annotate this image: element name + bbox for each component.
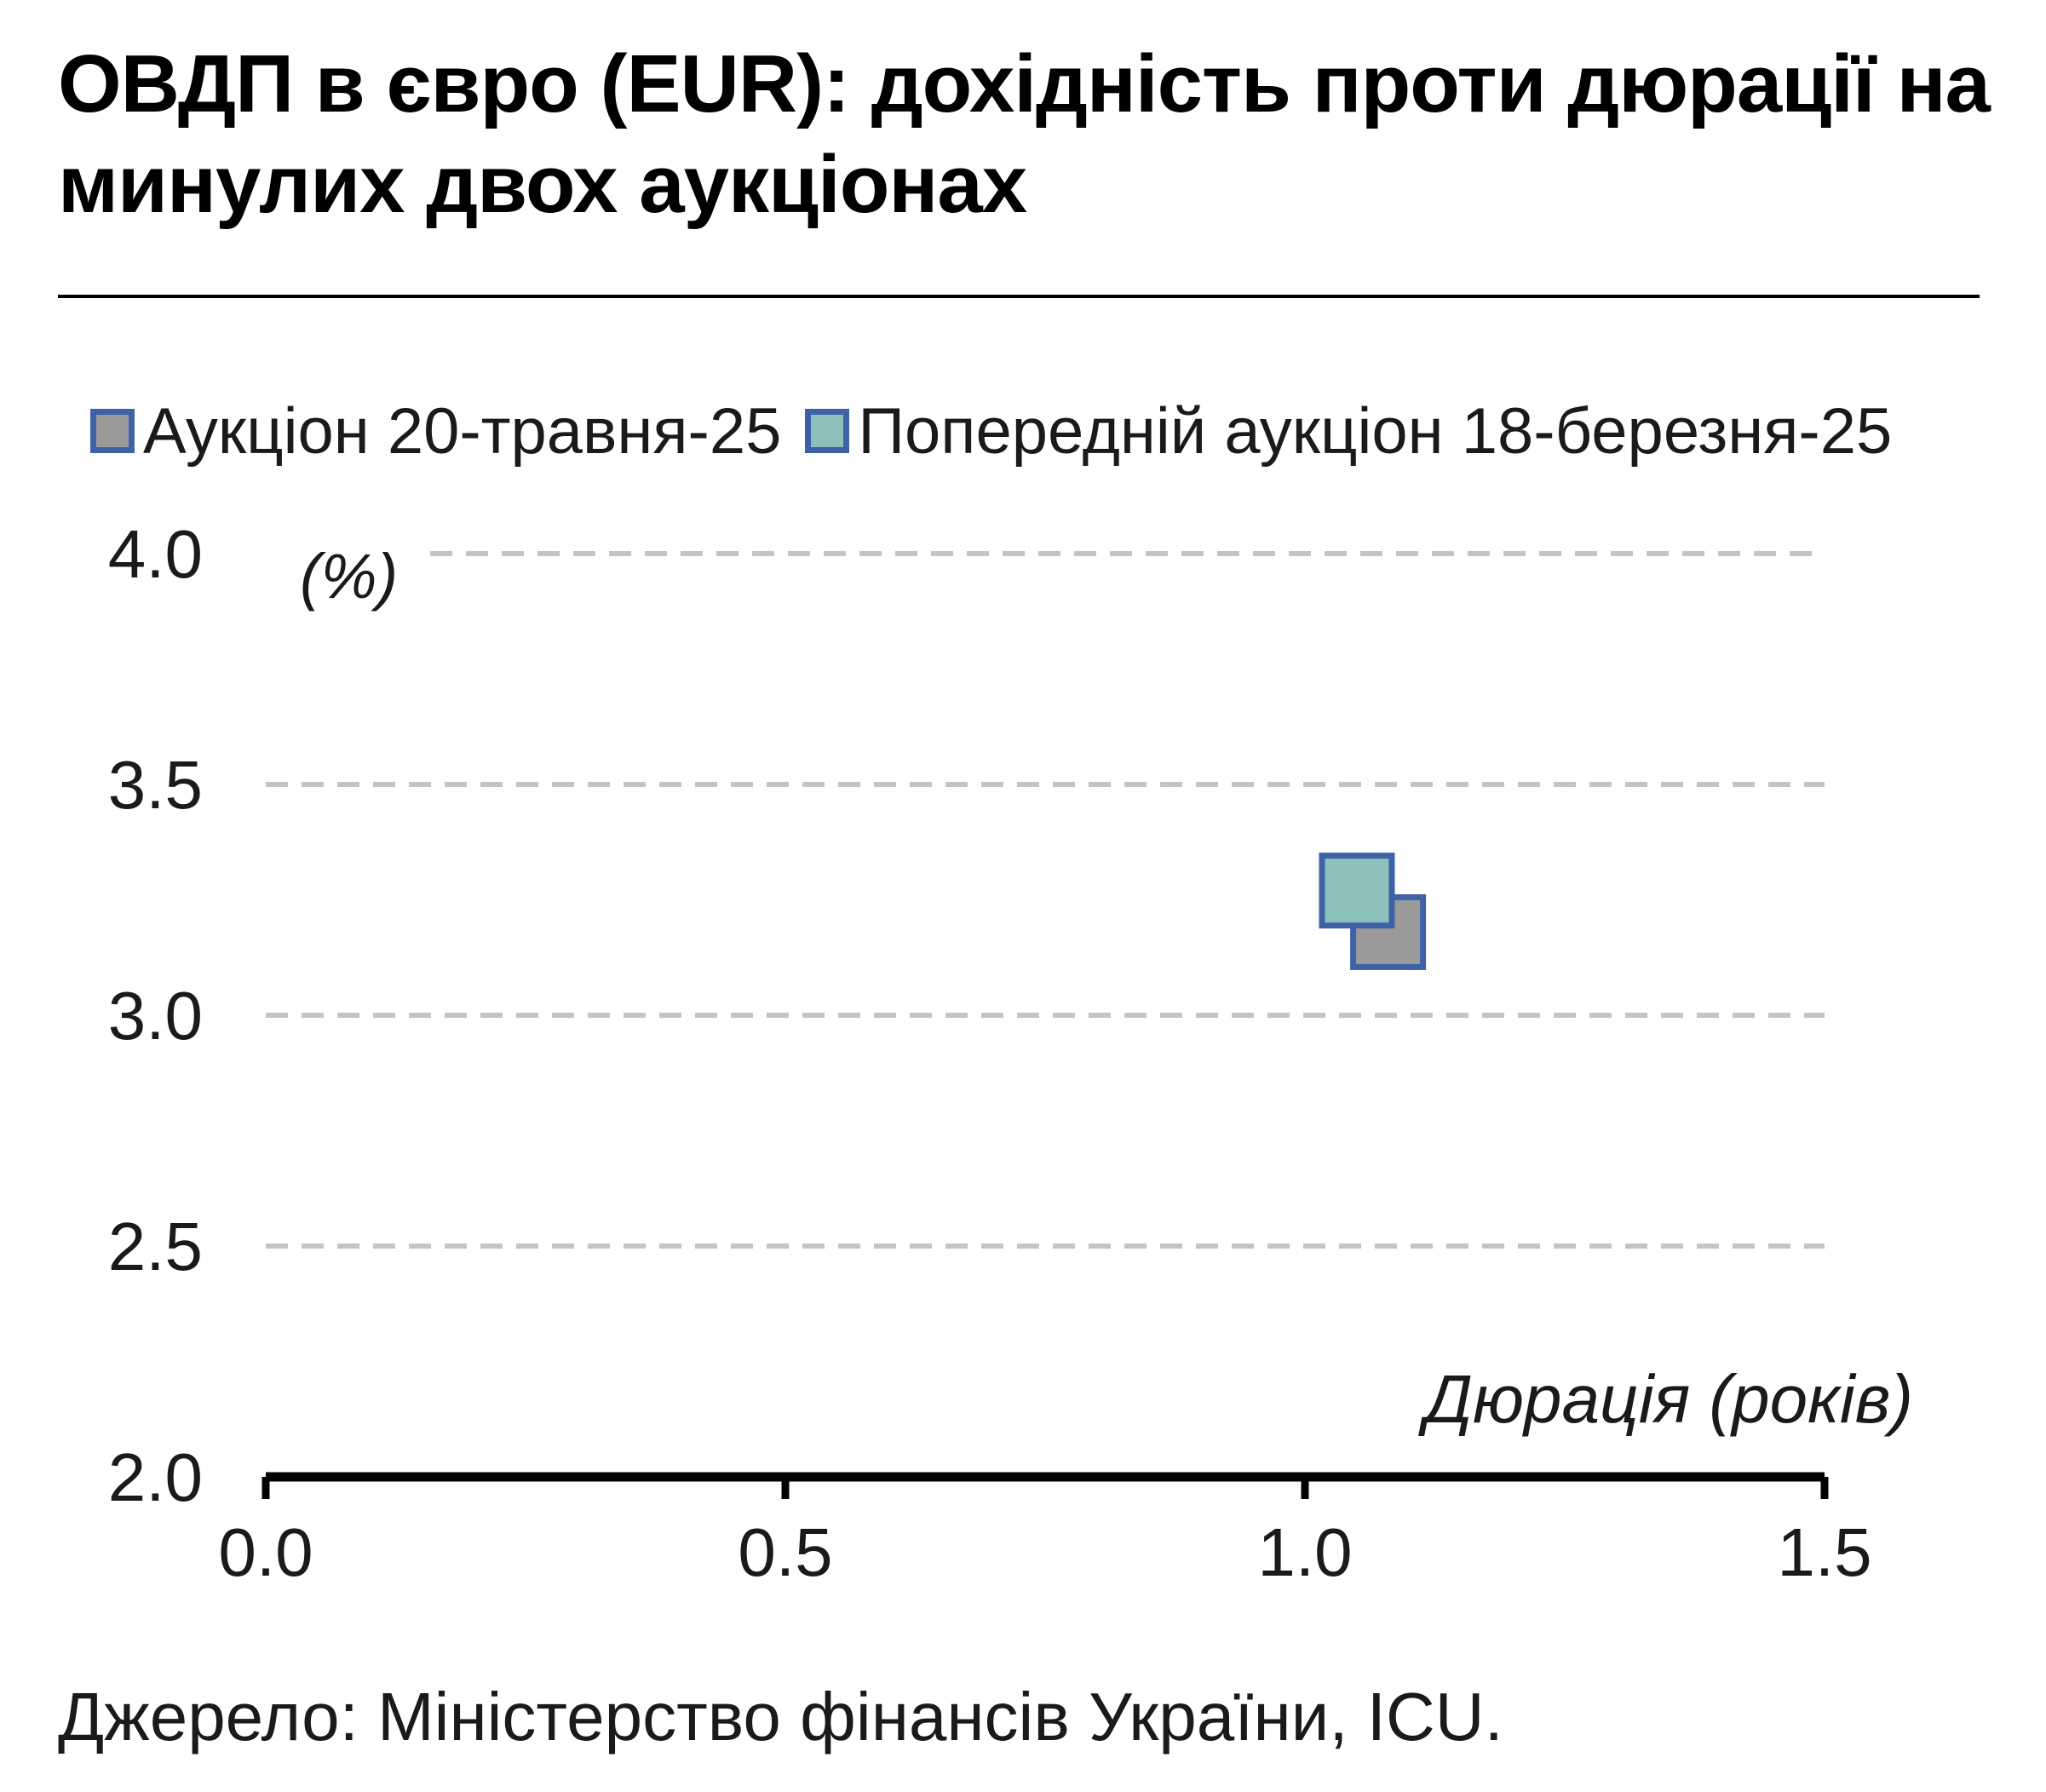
y-axis-label: (%) <box>300 541 398 612</box>
chart-title: ОВДП в євро (EUR): дохідність проти дюра… <box>58 38 1991 230</box>
y-tick-label: 3.5 <box>108 747 203 823</box>
legend-item-current: Аукціон 20-травня-25 <box>90 394 781 468</box>
legend-swatch-current <box>90 409 135 453</box>
legend-label-current: Аукціон 20-травня-25 <box>143 394 782 468</box>
y-tick-label: 2.0 <box>108 1439 203 1515</box>
scatter-chart: 2.0 2.5 3.0 3.5 4.0 0.0 0.5 1.0 1.5 (%) Дюрація… <box>108 516 1913 1590</box>
x-axis-label: Дюрація (років) <box>1417 1361 1913 1437</box>
grid-lines <box>266 551 1825 1249</box>
x-tick-label: 0.0 <box>218 1514 313 1590</box>
chart-legend: Аукціон 20-травня-25 Попередній аукціон … <box>90 394 1916 468</box>
x-tick-labels: 0.0 0.5 1.0 1.5 <box>218 1514 1871 1590</box>
y-tick-labels: 2.0 2.5 3.0 3.5 4.0 <box>108 516 203 1515</box>
y-tick-label: 4.0 <box>108 516 203 592</box>
title-divider <box>58 295 1980 298</box>
data-points <box>1319 853 1427 970</box>
legend-swatch-previous <box>805 409 850 453</box>
x-tick-label: 0.5 <box>738 1514 832 1590</box>
source-note: Джерело: Міністерство фінансів України, … <box>58 1679 1503 1755</box>
point-previous-auction <box>1319 853 1395 929</box>
legend-label-previous: Попередній аукціон 18-березня-25 <box>858 394 1893 468</box>
y-tick-label: 3.0 <box>108 978 203 1054</box>
y-tick-label: 2.5 <box>108 1209 203 1284</box>
legend-item-previous: Попередній аукціон 18-березня-25 <box>805 394 1892 468</box>
x-tick-label: 1.0 <box>1257 1514 1352 1590</box>
x-tick-label: 1.5 <box>1777 1514 1871 1590</box>
x-axis <box>261 1472 1829 1499</box>
